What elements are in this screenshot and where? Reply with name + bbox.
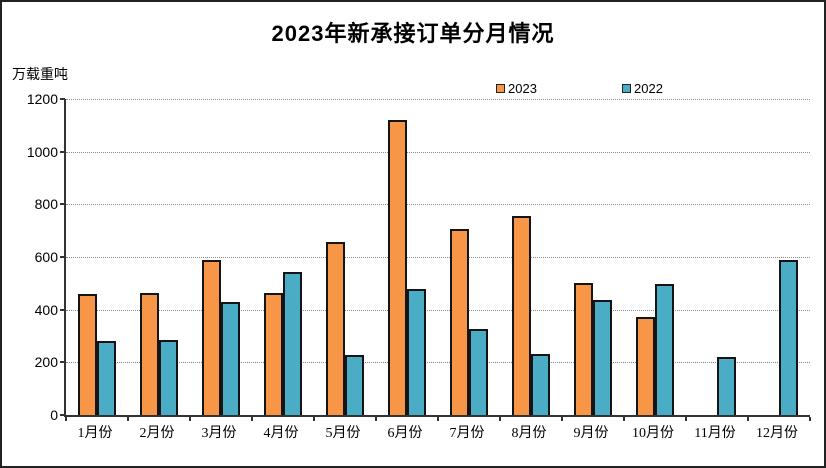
- x-axis-label-4月份: 4月份: [263, 426, 299, 441]
- x-axis-tick: [623, 417, 625, 421]
- x-axis-label-2月份: 2月份: [139, 426, 175, 441]
- x-axis-tick: [561, 417, 563, 421]
- y-axis-tick: [60, 361, 65, 364]
- y-axis-label-1200: 1200: [26, 91, 58, 107]
- gridline-800: [66, 204, 810, 206]
- y-axis-label-400: 400: [34, 301, 58, 318]
- bar-2022-10月份: [655, 284, 674, 415]
- y-axis-tick: [60, 414, 65, 416]
- legend-label-2022: 2022: [634, 81, 663, 96]
- plot-area: [60, 98, 811, 421]
- x-axis-label-12月份: 12月份: [756, 426, 798, 441]
- bar-2022-9月份: [593, 299, 612, 415]
- x-axis-tick: [375, 417, 377, 421]
- y-axis-tick: [60, 203, 65, 206]
- y-axis-unit-label: 万载重吨: [12, 66, 68, 82]
- bar-2023-9月份: [574, 282, 593, 415]
- bar-2023-3月份: [202, 259, 221, 415]
- gridline-1000: [66, 151, 810, 153]
- y-axis-tick: [60, 150, 65, 153]
- bar-2022-12月份: [779, 259, 798, 415]
- y-axis-tick: [60, 308, 65, 311]
- x-axis-tick: [499, 417, 501, 421]
- bar-2022-6月份: [407, 289, 426, 415]
- bar-2023-6月份: [388, 119, 407, 415]
- bar-2023-1月份: [78, 293, 97, 415]
- bar-2023-2月份: [140, 293, 159, 415]
- gridline-200: [66, 362, 810, 364]
- bar-2022-11月份: [717, 357, 736, 415]
- x-axis-label-6月份: 6月份: [387, 426, 423, 441]
- chart-title: 2023年新承接订单分月情况: [271, 21, 555, 46]
- x-axis-label-9月份: 9月份: [573, 426, 609, 441]
- x-axis-tick: [189, 417, 191, 421]
- y-axis-tick: [60, 98, 65, 100]
- x-axis-tick: [251, 417, 253, 421]
- bar-2023-4月份: [264, 293, 283, 415]
- x-axis-labels: 1月份 2月份 3月份 4月份 5月份 6月份 7月份 8月份 9月份 10月份 11月份 12月份: [64, 422, 808, 446]
- x-axis-tick: [685, 417, 687, 421]
- x-axis-tick: [437, 417, 439, 421]
- legend-item-2023: 2023: [496, 81, 537, 96]
- x-axis-label-11月份: 11月份: [694, 426, 736, 441]
- bar-2023-7月份: [450, 228, 469, 415]
- legend-label-2023: 2023: [508, 81, 537, 96]
- x-axis-tick: [809, 417, 811, 421]
- bar-2022-2月份: [159, 340, 178, 415]
- legend-swatch-2022: [622, 84, 631, 93]
- x-axis-tick: [127, 417, 129, 421]
- x-axis-label-5月份: 5月份: [325, 426, 361, 441]
- gridline-600: [66, 257, 810, 258]
- x-axis-tick: [313, 417, 315, 421]
- y-axis-label-800: 800: [34, 196, 58, 213]
- bar-2022-7月份: [469, 329, 488, 415]
- legend-item-2022: 2022: [622, 81, 663, 96]
- x-axis-label-7月份: 7月份: [449, 426, 485, 441]
- x-axis-tick: [65, 417, 67, 421]
- x-axis-label-1月份: 1月份: [77, 426, 113, 441]
- x-axis-label-8月份: 8月份: [511, 426, 547, 441]
- y-axis-label-600: 600: [34, 249, 58, 265]
- bar-2022-4月份: [283, 272, 302, 415]
- y-axis-label-0: 0: [50, 407, 58, 423]
- bar-2022-8月份: [531, 353, 550, 415]
- bar-2023-10月份: [636, 317, 655, 415]
- x-axis-tick: [747, 417, 749, 421]
- bar-2022-1月份: [97, 340, 116, 415]
- x-axis-label-3月份: 3月份: [201, 426, 237, 441]
- y-axis-labels: 0 200 400 600 800 1000 1200: [2, 2, 58, 466]
- legend: 2023 2022: [2, 81, 824, 97]
- bar-2022-5月份: [345, 354, 364, 415]
- gridline-400: [66, 309, 810, 311]
- x-axis-label-10月份: 10月份: [632, 426, 674, 441]
- gridline-1200: [66, 99, 810, 100]
- y-axis-label-200: 200: [34, 354, 58, 371]
- bar-2023-8月份: [512, 216, 531, 415]
- bar-2022-3月份: [221, 302, 240, 415]
- y-axis-tick: [60, 256, 65, 258]
- bar-2023-5月份: [326, 241, 345, 415]
- y-axis-label-1000: 1000: [26, 143, 58, 160]
- legend-swatch-2023: [496, 84, 505, 93]
